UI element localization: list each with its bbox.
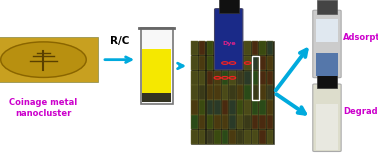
FancyBboxPatch shape <box>244 85 251 100</box>
FancyBboxPatch shape <box>191 115 198 130</box>
FancyBboxPatch shape <box>206 115 213 130</box>
FancyBboxPatch shape <box>191 85 198 100</box>
FancyBboxPatch shape <box>214 71 220 85</box>
FancyBboxPatch shape <box>244 56 251 70</box>
FancyBboxPatch shape <box>267 100 273 115</box>
FancyBboxPatch shape <box>215 9 243 70</box>
FancyBboxPatch shape <box>229 130 236 144</box>
FancyBboxPatch shape <box>244 100 251 115</box>
FancyBboxPatch shape <box>252 130 259 144</box>
FancyBboxPatch shape <box>206 85 213 100</box>
FancyBboxPatch shape <box>206 100 213 115</box>
FancyBboxPatch shape <box>252 115 259 130</box>
FancyBboxPatch shape <box>219 0 239 13</box>
FancyBboxPatch shape <box>206 130 213 144</box>
FancyBboxPatch shape <box>237 100 243 115</box>
FancyBboxPatch shape <box>222 130 228 144</box>
FancyBboxPatch shape <box>191 41 198 55</box>
FancyBboxPatch shape <box>229 85 236 100</box>
FancyBboxPatch shape <box>259 100 266 115</box>
FancyBboxPatch shape <box>206 41 213 55</box>
FancyBboxPatch shape <box>237 85 243 100</box>
FancyBboxPatch shape <box>313 84 341 152</box>
FancyBboxPatch shape <box>244 41 251 55</box>
FancyBboxPatch shape <box>229 71 236 85</box>
FancyBboxPatch shape <box>214 130 220 144</box>
FancyBboxPatch shape <box>191 130 198 144</box>
FancyBboxPatch shape <box>259 85 266 100</box>
FancyBboxPatch shape <box>313 10 341 78</box>
FancyBboxPatch shape <box>191 41 274 144</box>
Text: Adsorption: Adsorption <box>343 33 378 42</box>
FancyBboxPatch shape <box>252 71 259 85</box>
FancyBboxPatch shape <box>252 100 259 115</box>
FancyBboxPatch shape <box>214 115 220 130</box>
FancyBboxPatch shape <box>259 115 266 130</box>
FancyBboxPatch shape <box>244 130 251 144</box>
FancyBboxPatch shape <box>222 115 228 130</box>
FancyBboxPatch shape <box>214 56 220 70</box>
FancyBboxPatch shape <box>244 115 251 130</box>
FancyBboxPatch shape <box>199 56 205 70</box>
FancyBboxPatch shape <box>252 56 259 70</box>
FancyBboxPatch shape <box>141 28 173 104</box>
FancyBboxPatch shape <box>244 71 251 85</box>
FancyBboxPatch shape <box>0 37 98 82</box>
FancyBboxPatch shape <box>142 93 171 102</box>
FancyBboxPatch shape <box>222 71 228 85</box>
FancyBboxPatch shape <box>267 41 273 55</box>
FancyBboxPatch shape <box>214 85 220 100</box>
FancyBboxPatch shape <box>237 71 243 85</box>
FancyBboxPatch shape <box>259 56 266 70</box>
FancyBboxPatch shape <box>199 130 205 144</box>
FancyBboxPatch shape <box>316 53 338 76</box>
FancyBboxPatch shape <box>267 71 273 85</box>
FancyBboxPatch shape <box>214 100 220 115</box>
FancyBboxPatch shape <box>199 85 205 100</box>
FancyBboxPatch shape <box>229 100 236 115</box>
FancyBboxPatch shape <box>199 71 205 85</box>
FancyBboxPatch shape <box>267 85 273 100</box>
FancyBboxPatch shape <box>191 56 198 70</box>
FancyBboxPatch shape <box>237 56 243 70</box>
FancyBboxPatch shape <box>199 41 205 55</box>
FancyBboxPatch shape <box>222 41 228 55</box>
FancyBboxPatch shape <box>237 130 243 144</box>
FancyBboxPatch shape <box>206 56 213 70</box>
Text: R/C: R/C <box>110 36 129 46</box>
FancyBboxPatch shape <box>222 85 228 100</box>
FancyBboxPatch shape <box>222 100 228 115</box>
Circle shape <box>1 42 86 77</box>
Text: Coinage metal
nanocluster: Coinage metal nanocluster <box>9 98 77 118</box>
FancyBboxPatch shape <box>259 71 266 85</box>
FancyBboxPatch shape <box>267 56 273 70</box>
FancyBboxPatch shape <box>199 100 205 115</box>
FancyBboxPatch shape <box>222 56 228 70</box>
FancyBboxPatch shape <box>191 100 198 115</box>
FancyBboxPatch shape <box>229 56 236 70</box>
FancyBboxPatch shape <box>252 41 259 55</box>
Text: Dye: Dye <box>222 41 235 46</box>
FancyBboxPatch shape <box>252 85 259 100</box>
FancyBboxPatch shape <box>229 41 236 55</box>
FancyBboxPatch shape <box>214 41 220 55</box>
FancyBboxPatch shape <box>237 115 243 130</box>
FancyBboxPatch shape <box>316 19 338 42</box>
FancyBboxPatch shape <box>317 74 337 88</box>
FancyBboxPatch shape <box>206 71 213 85</box>
FancyBboxPatch shape <box>237 41 243 55</box>
FancyBboxPatch shape <box>199 115 205 130</box>
FancyBboxPatch shape <box>317 0 337 14</box>
FancyBboxPatch shape <box>259 130 266 144</box>
FancyBboxPatch shape <box>316 104 338 150</box>
FancyBboxPatch shape <box>267 115 273 130</box>
Text: Degradation: Degradation <box>343 107 378 116</box>
FancyBboxPatch shape <box>259 41 266 55</box>
FancyBboxPatch shape <box>191 71 198 85</box>
FancyBboxPatch shape <box>267 130 273 144</box>
FancyBboxPatch shape <box>229 115 236 130</box>
FancyBboxPatch shape <box>142 49 171 94</box>
